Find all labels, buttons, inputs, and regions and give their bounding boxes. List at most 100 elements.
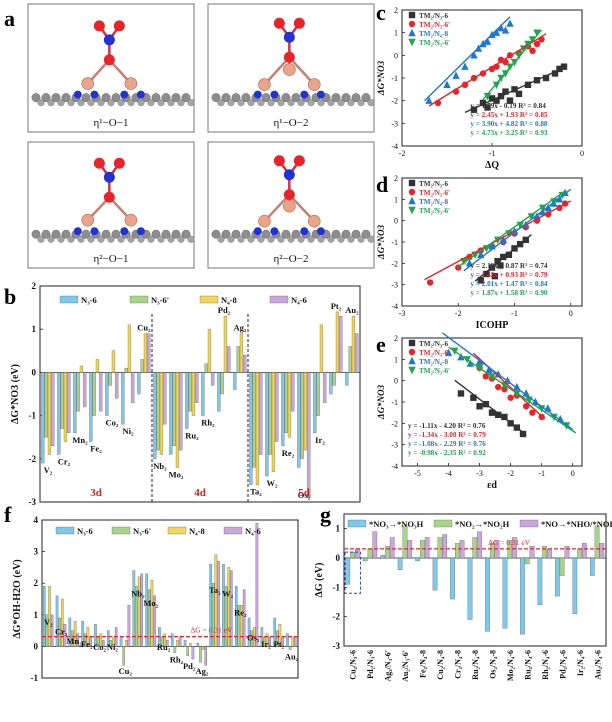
data-point — [470, 106, 478, 113]
data-point — [485, 365, 493, 374]
bar — [55, 595, 59, 647]
data-point — [488, 95, 496, 102]
y-tick-label: 0 — [394, 377, 398, 386]
nitrogen-atom — [283, 169, 295, 181]
data-point — [470, 394, 477, 401]
bar — [60, 372, 64, 429]
data-point — [497, 262, 504, 269]
carbon-atom — [281, 93, 291, 103]
bar — [287, 372, 292, 438]
reference-line-label: ΔG = 0.31 eV — [488, 538, 531, 547]
data-point — [533, 40, 541, 48]
carbon-atom — [257, 235, 265, 243]
carbon-atom — [331, 93, 341, 103]
category-group: Nb₂ — [153, 372, 167, 471]
carbon-atom — [41, 93, 51, 103]
bar — [276, 630, 279, 647]
bar — [156, 372, 160, 451]
data-point — [533, 29, 541, 37]
bar — [173, 646, 177, 653]
bar — [564, 546, 570, 559]
bar — [153, 595, 156, 647]
legend-entry: *NO₂→*NO₂H — [455, 519, 510, 529]
carbon-atom — [177, 235, 185, 243]
category-label: Cu₂ — [137, 323, 151, 333]
carbon-atom — [31, 229, 41, 239]
fit-line — [454, 379, 527, 436]
structure-2: η¹−O−2 — [207, 3, 375, 133]
carbon-atom — [157, 235, 165, 243]
category-group: Ag₂ — [233, 323, 247, 390]
carbon-atom — [307, 235, 315, 243]
bar — [250, 630, 253, 647]
bar — [179, 372, 183, 451]
category-label: Pd₂/N₃-6 — [366, 650, 375, 679]
bar — [76, 633, 79, 647]
y-tick-label: -2 — [391, 97, 398, 106]
carbon-atom — [47, 99, 55, 107]
bar — [291, 372, 295, 412]
bar — [255, 523, 259, 647]
data-point — [542, 74, 550, 82]
category-group: Ru₂ — [185, 372, 199, 441]
carbon-atom — [157, 99, 165, 107]
carbon-atom — [137, 235, 145, 243]
category-label: Ir₂ — [261, 639, 271, 649]
carbon-atom — [337, 235, 345, 243]
category-label: Os₂ — [298, 490, 311, 500]
data-point — [470, 51, 478, 59]
bar — [442, 534, 447, 559]
y-tick-label: -2 — [391, 419, 398, 428]
category-group — [345, 549, 360, 585]
bar — [209, 564, 212, 647]
category-group: Co₂ — [105, 350, 119, 428]
x-tick-label: -2 — [455, 309, 462, 318]
bar — [63, 372, 68, 442]
bar — [201, 372, 205, 416]
category-group: Fe₂ — [89, 359, 103, 454]
bar — [224, 586, 228, 647]
bar — [339, 316, 343, 373]
bar — [107, 630, 110, 647]
category-group: Co₂ — [93, 624, 107, 652]
nitrogen-atom — [283, 31, 295, 43]
data-point — [426, 279, 434, 286]
y-tick-label: -4 — [391, 302, 398, 311]
bar — [214, 554, 218, 647]
category-group: Re₂ — [281, 372, 295, 458]
category-group: Rh₂ — [201, 329, 215, 428]
data-point — [519, 430, 527, 438]
bar — [143, 333, 148, 373]
carbon-atom — [211, 93, 221, 103]
bar — [63, 624, 67, 647]
data-point — [502, 88, 509, 95]
bar — [89, 372, 93, 442]
data-point — [492, 28, 501, 36]
legend-entry: N₄-8 — [221, 295, 237, 305]
bar — [477, 531, 482, 559]
fit-line — [474, 234, 532, 282]
bar — [362, 557, 368, 562]
carbon-atom — [167, 235, 175, 243]
plot-frame — [41, 519, 299, 679]
bar — [335, 311, 340, 373]
carbon-atom — [101, 93, 111, 103]
category-group — [537, 546, 552, 606]
data-point — [444, 348, 453, 357]
bar — [163, 633, 166, 647]
bar — [502, 557, 508, 629]
carbon-atom — [127, 99, 135, 107]
data-point — [479, 99, 487, 107]
carbon-atom — [137, 99, 145, 107]
data-point — [477, 277, 484, 284]
carbon-atom — [37, 99, 45, 107]
y-tick-label: 1 — [394, 29, 398, 38]
y-tick-label: 0 — [394, 51, 398, 60]
y-tick-label: -2 — [333, 612, 341, 622]
fit-equation: y = 2.18x + 0.87 R² = 0.74 — [470, 262, 548, 270]
category-group: Mo₂ — [143, 573, 159, 647]
bar — [127, 324, 132, 373]
x-axis-label: ICOHP — [476, 320, 509, 331]
carbon-atom — [361, 93, 371, 103]
nitrogen-atom — [136, 227, 145, 236]
